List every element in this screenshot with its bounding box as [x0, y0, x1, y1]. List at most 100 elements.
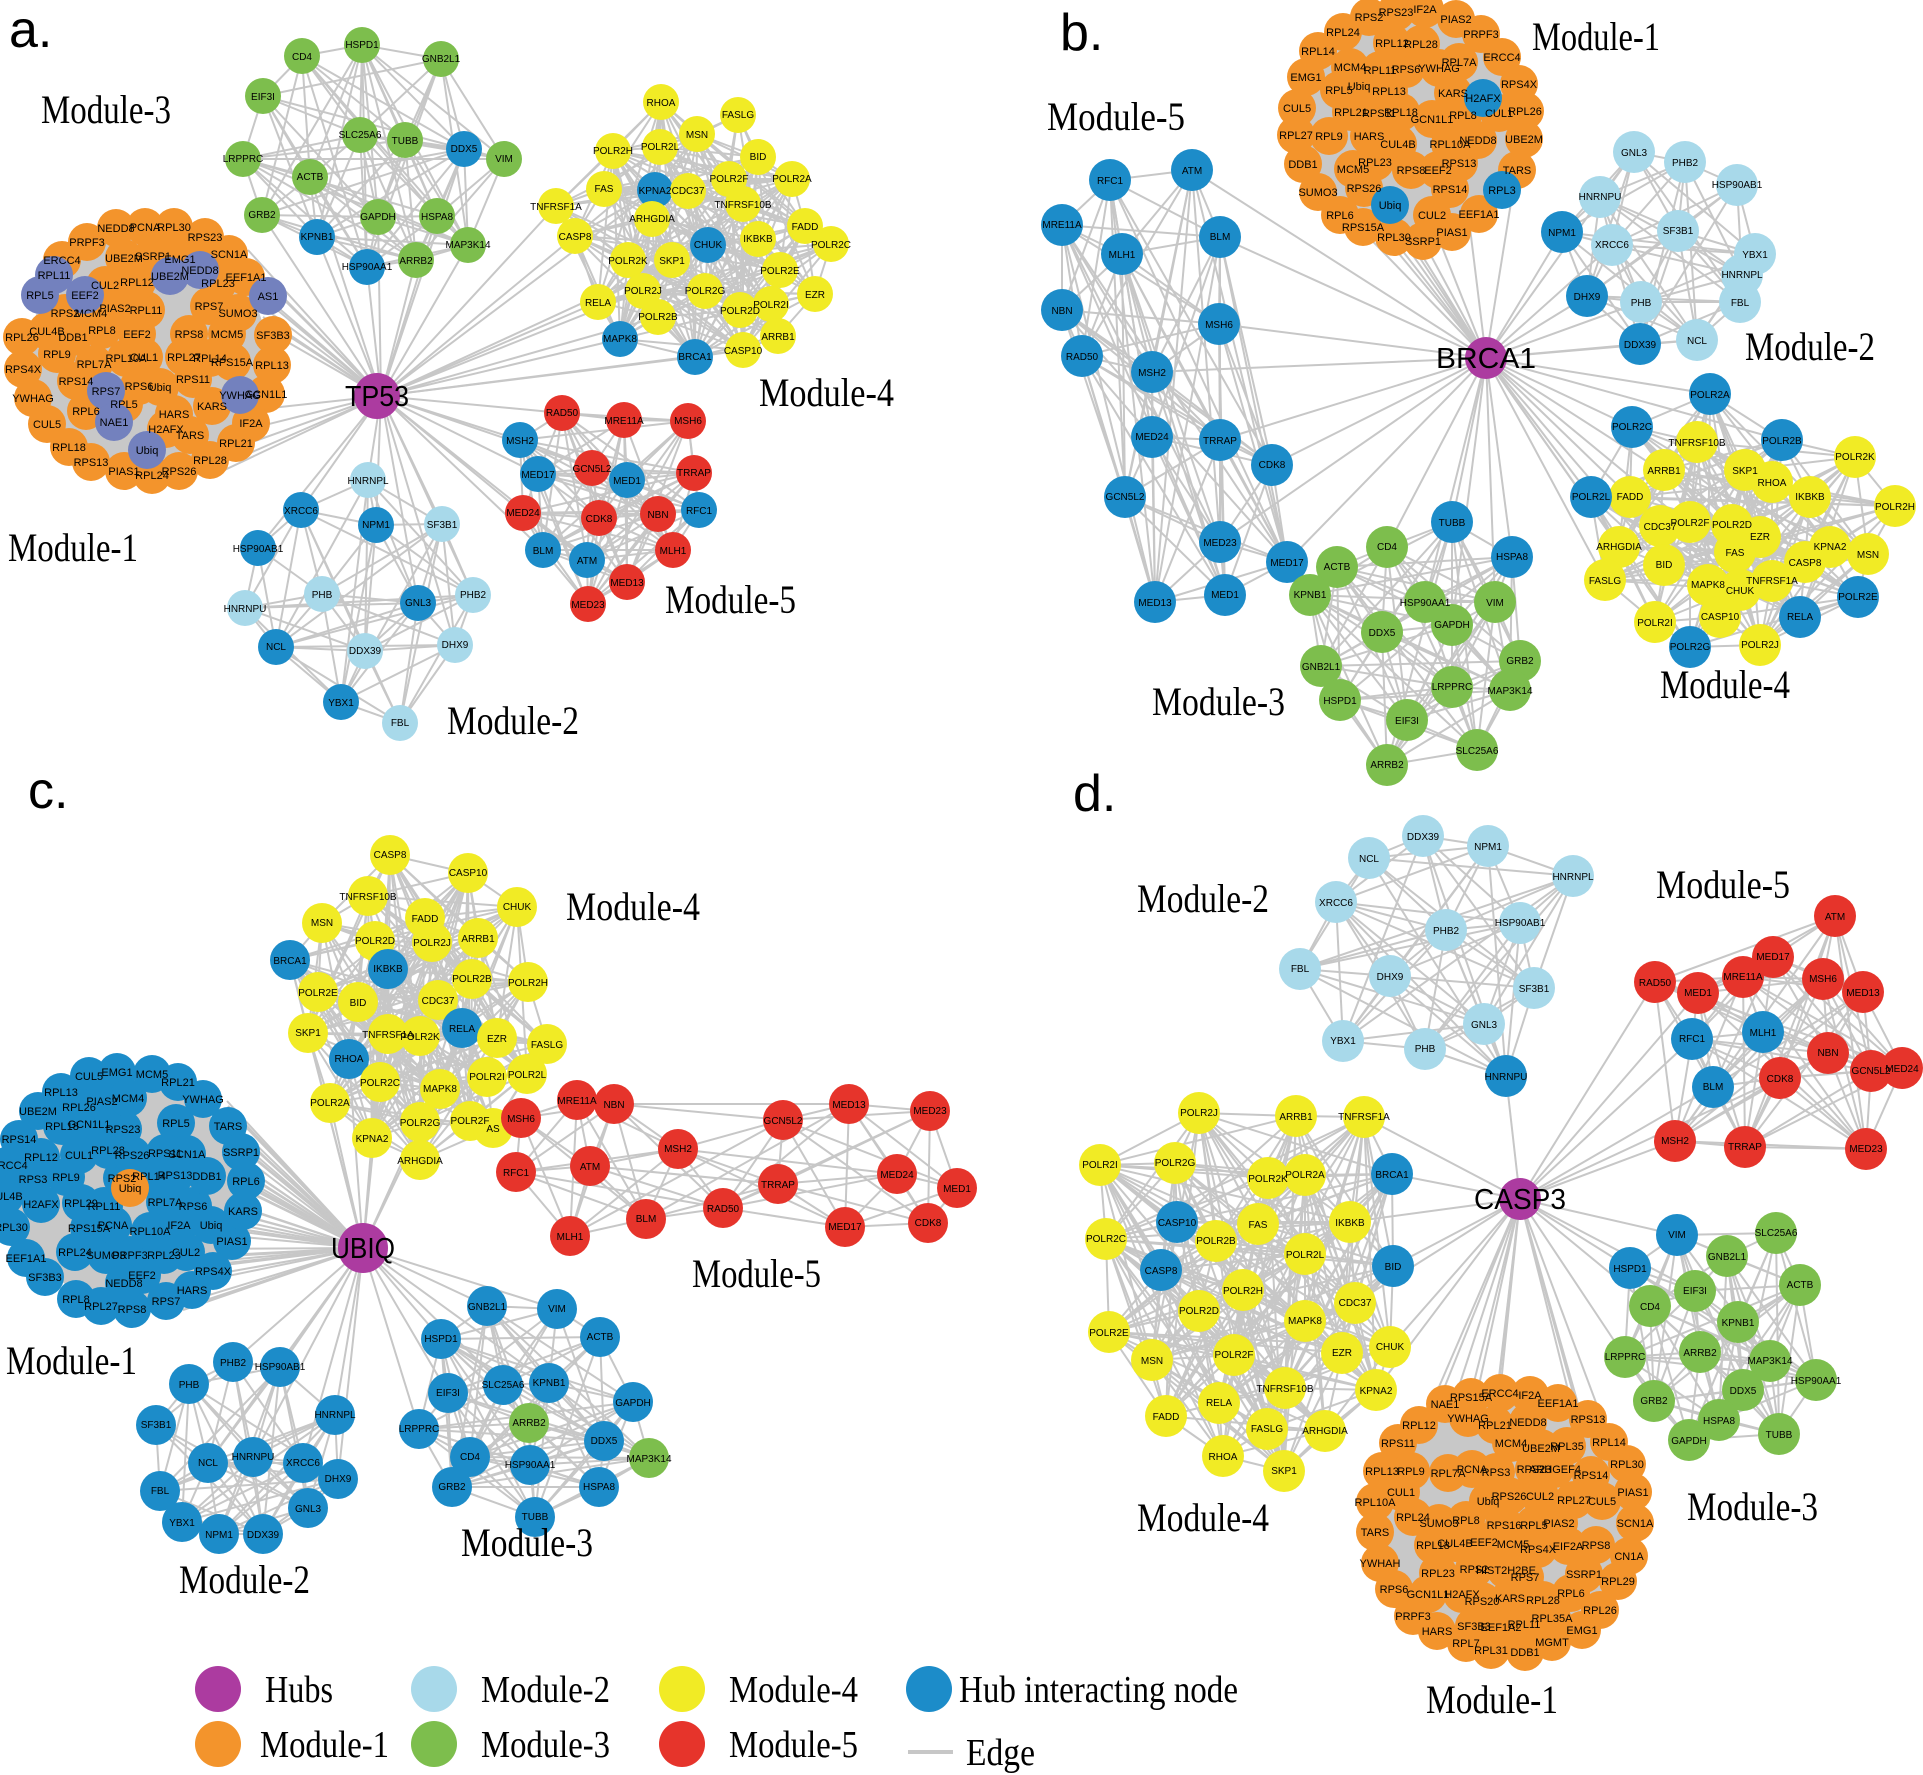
svg-text:Ubiq: Ubiq [1379, 200, 1402, 212]
svg-text:YWHAG: YWHAG [182, 1094, 224, 1106]
svg-text:XRCC6: XRCC6 [1595, 240, 1629, 251]
svg-text:RPL18: RPL18 [52, 442, 86, 454]
svg-text:Module-3: Module-3 [1152, 679, 1285, 724]
svg-text:CASP8: CASP8 [1145, 1266, 1178, 1277]
svg-text:Module-3: Module-3 [461, 1520, 593, 1565]
svg-text:GCN5L2: GCN5L2 [1852, 1066, 1891, 1077]
svg-text:CUL2: CUL2 [172, 1247, 200, 1259]
svg-text:PHB2: PHB2 [460, 590, 487, 601]
svg-text:CASP8: CASP8 [374, 850, 407, 861]
svg-text:MED17: MED17 [1756, 952, 1790, 963]
svg-text:TP53: TP53 [345, 381, 409, 413]
svg-text:DDX5: DDX5 [1730, 1386, 1757, 1397]
svg-text:SLC25A6: SLC25A6 [339, 130, 382, 141]
svg-text:RPS8: RPS8 [118, 1304, 147, 1316]
svg-text:MSN: MSN [1857, 550, 1879, 561]
svg-text:SCN1A: SCN1A [211, 249, 248, 261]
svg-text:POLR2B: POLR2B [638, 312, 678, 323]
svg-text:XRCC6: XRCC6 [284, 506, 318, 517]
svg-text:RPS15A: RPS15A [68, 1223, 111, 1235]
svg-text:NBN: NBN [647, 510, 668, 521]
svg-text:RPS8: RPS8 [175, 329, 204, 341]
svg-text:POLR2A: POLR2A [1690, 390, 1730, 401]
svg-text:HNRNPU: HNRNPU [224, 604, 267, 615]
svg-text:MSH2: MSH2 [506, 436, 534, 447]
svg-text:MED23: MED23 [913, 1106, 947, 1117]
svg-text:RPL23: RPL23 [1358, 157, 1392, 169]
svg-text:ACTB: ACTB [1324, 562, 1351, 573]
svg-text:POLR2E: POLR2E [760, 266, 800, 277]
svg-text:SCN1A: SCN1A [1617, 1518, 1654, 1530]
svg-text:Module-1: Module-1 [6, 1338, 137, 1383]
svg-text:ARRB1: ARRB1 [761, 332, 795, 343]
svg-text:FASLG: FASLG [722, 110, 754, 121]
svg-text:Module-5: Module-5 [665, 577, 796, 622]
svg-text:FADD: FADD [792, 222, 819, 233]
svg-text:RPL7A: RPL7A [1442, 57, 1478, 69]
svg-text:RPS2: RPS2 [51, 308, 80, 320]
svg-text:Ubiq: Ubiq [200, 1220, 223, 1232]
svg-text:CASP3: CASP3 [1474, 1184, 1566, 1216]
svg-text:CASP8: CASP8 [1789, 558, 1822, 569]
svg-text:MRE11A: MRE11A [557, 1096, 597, 1107]
svg-text:Hubs: Hubs [265, 1669, 333, 1711]
svg-text:FAS: FAS [1249, 1220, 1268, 1231]
svg-text:RPL14: RPL14 [132, 1171, 166, 1183]
svg-text:b.: b. [1060, 4, 1103, 62]
svg-text:MLH1: MLH1 [557, 1232, 584, 1243]
svg-text:ARRB2: ARRB2 [399, 256, 433, 267]
svg-text:EZR: EZR [805, 290, 825, 301]
svg-text:MSN: MSN [686, 130, 708, 141]
svg-text:PHB2: PHB2 [1672, 158, 1699, 169]
svg-text:SKP1: SKP1 [295, 1028, 321, 1039]
svg-text:PHB: PHB [1415, 1044, 1436, 1055]
svg-text:GRB2: GRB2 [248, 210, 276, 221]
svg-text:HSPA8: HSPA8 [1703, 1416, 1735, 1427]
svg-text:TRRAP: TRRAP [1728, 1142, 1762, 1153]
svg-text:CASP10: CASP10 [1158, 1218, 1197, 1229]
svg-text:MCM4: MCM4 [1495, 1438, 1527, 1450]
svg-text:RPL12: RPL12 [1375, 38, 1409, 50]
svg-text:ARRB1: ARRB1 [1647, 466, 1681, 477]
svg-text:RPS11: RPS11 [148, 1148, 182, 1160]
svg-text:EIF3I: EIF3I [436, 1388, 460, 1399]
svg-text:POLR2F: POLR2F [1671, 518, 1710, 529]
svg-text:ARHGDIA: ARHGDIA [1302, 1426, 1348, 1437]
svg-text:GRB2: GRB2 [1506, 656, 1534, 667]
svg-text:BLM: BLM [533, 546, 554, 557]
svg-text:HSP90AA1: HSP90AA1 [505, 1460, 556, 1471]
svg-text:SUMO3: SUMO3 [1298, 187, 1337, 199]
svg-text:RPL23: RPL23 [201, 278, 235, 290]
svg-text:IKBKB: IKBKB [1335, 1218, 1365, 1229]
svg-text:HNRNPU: HNRNPU [232, 1452, 275, 1463]
svg-text:HARS: HARS [1422, 1626, 1453, 1638]
svg-text:d.: d. [1073, 765, 1116, 823]
svg-text:MSN: MSN [311, 918, 333, 929]
svg-text:Ubiq: Ubiq [1348, 81, 1371, 93]
svg-text:RHOA: RHOA [647, 98, 676, 109]
svg-text:Module-5: Module-5 [729, 1724, 858, 1766]
svg-text:MSH6: MSH6 [1205, 320, 1233, 331]
svg-text:YBX1: YBX1 [169, 1518, 195, 1529]
svg-text:CUL2: CUL2 [1526, 1491, 1554, 1503]
svg-text:BRCA1: BRCA1 [1436, 343, 1536, 375]
svg-text:Hub interacting node: Hub interacting node [959, 1669, 1238, 1711]
svg-text:DDX39: DDX39 [247, 1530, 280, 1541]
svg-text:GRB2: GRB2 [438, 1482, 466, 1493]
svg-text:RPL5: RPL5 [110, 399, 138, 411]
svg-text:MED24: MED24 [1885, 1064, 1919, 1075]
svg-text:POLR2B: POLR2B [452, 974, 492, 985]
svg-text:MAP3K14: MAP3K14 [1747, 1356, 1792, 1367]
svg-text:GNB2L1: GNB2L1 [468, 1302, 507, 1313]
svg-text:CUL5: CUL5 [1283, 103, 1311, 115]
svg-text:DDX39: DDX39 [349, 646, 382, 657]
svg-text:GNL3: GNL3 [405, 598, 432, 609]
svg-text:KARS: KARS [1495, 1593, 1525, 1605]
svg-text:CUL4B: CUL4B [1437, 1538, 1472, 1550]
svg-text:Module-2: Module-2 [447, 698, 579, 743]
svg-text:POLR2G: POLR2G [685, 286, 726, 297]
svg-text:RAD50: RAD50 [546, 408, 579, 419]
svg-text:NPM1: NPM1 [205, 1530, 233, 1541]
svg-text:RPL23: RPL23 [1421, 1568, 1455, 1580]
svg-text:DHX9: DHX9 [1574, 292, 1601, 303]
